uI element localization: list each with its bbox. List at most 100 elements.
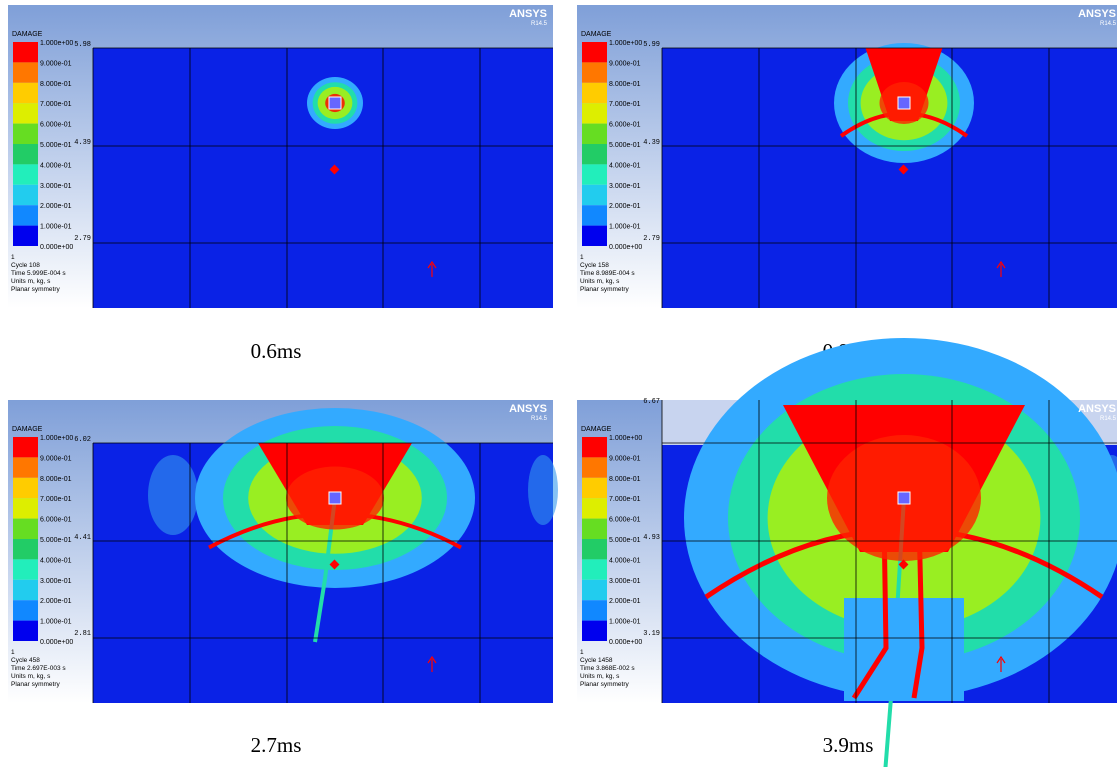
scale-label: 3.19 — [643, 630, 660, 638]
scale-label: 4.39 — [74, 139, 91, 147]
legend-swatch — [13, 185, 38, 205]
legend-swatch — [582, 457, 607, 477]
legend-label: 1.000e+00 — [40, 435, 73, 442]
legend-label: 6.000e-01 — [609, 122, 641, 129]
legend-swatch — [13, 144, 38, 164]
legend-label: 1.000e+00 — [609, 435, 642, 442]
legend-swatch — [13, 437, 38, 457]
version: R14.5 — [1100, 21, 1117, 27]
legend-swatch — [13, 42, 38, 62]
legend-label: 9.000e-01 — [40, 455, 72, 462]
legend-label: 3.000e-01 — [40, 183, 72, 190]
legend-label: 6.000e-01 — [609, 517, 641, 524]
info-line: Planar symmetry — [11, 681, 61, 688]
legend-swatch — [582, 83, 607, 103]
version: R14.5 — [1100, 416, 1117, 422]
info-line: Planar symmetry — [11, 286, 61, 293]
legend-swatch — [582, 103, 607, 123]
info-line: Units m, kg, s — [580, 278, 620, 285]
legend-label: 9.000e-01 — [609, 60, 641, 67]
info-line: 1 — [580, 254, 584, 261]
legend-label: 1.000e+00 — [40, 40, 73, 47]
legend-label: 8.000e-01 — [609, 476, 641, 483]
legend-swatch — [13, 62, 38, 82]
legend-label: 7.000e-01 — [40, 101, 72, 108]
legend-swatch — [582, 498, 607, 518]
legend-label: 6.000e-01 — [40, 122, 72, 129]
damage-pattern — [307, 77, 363, 129]
info-line: Planar symmetry — [580, 286, 630, 293]
panel: ANSYSR14.5DAMAGE1.000e+009.000e-018.000e… — [8, 400, 558, 703]
info-line: Units m, kg, s — [11, 673, 51, 680]
caption: 0.6ms — [251, 339, 302, 363]
legend-swatch — [582, 559, 607, 579]
legend-swatch — [13, 226, 38, 246]
legend-label: 7.000e-01 — [40, 496, 72, 503]
logo: ANSYS — [509, 403, 547, 415]
legend-swatch — [582, 164, 607, 184]
scale-label: 4.41 — [74, 534, 91, 542]
scale-label: 4.39 — [643, 139, 660, 147]
scale-label: 5.98 — [74, 41, 91, 49]
legend-label: 2.000e-01 — [40, 203, 72, 210]
legend-title: DAMAGE — [12, 31, 43, 38]
legend-label: 2.000e-01 — [40, 598, 72, 605]
info-line: Cycle 108 — [11, 262, 40, 269]
info-line: Units m, kg, s — [580, 673, 620, 680]
legend-label: 6.000e-01 — [40, 517, 72, 524]
panel: ANSYSR14.5DAMAGE1.000e+009.000e-018.000e… — [577, 338, 1117, 767]
legend-label: 4.000e-01 — [40, 162, 72, 169]
legend-label: 2.000e-01 — [609, 203, 641, 210]
info-line: 1 — [580, 649, 584, 656]
logo: ANSYS — [1078, 8, 1116, 20]
info-line: Time 2.697E-003 s — [11, 665, 66, 672]
caption: 3.9ms — [823, 733, 874, 757]
legend-swatch — [582, 62, 607, 82]
legend-swatch — [13, 124, 38, 144]
legend-label: 4.000e-01 — [40, 557, 72, 564]
legend-label: 1.000e-01 — [40, 619, 72, 626]
legend-label: 1.000e-01 — [609, 224, 641, 231]
info-line: 1 — [11, 649, 15, 656]
legend-label: 8.000e-01 — [40, 81, 72, 88]
charge — [329, 492, 341, 504]
figure: ANSYSR14.5DAMAGE1.000e+009.000e-018.000e… — [0, 0, 1117, 767]
legend-swatch — [582, 42, 607, 62]
legend-swatch — [13, 478, 38, 498]
legend-swatch — [13, 621, 38, 641]
legend-label: 8.000e-01 — [609, 81, 641, 88]
damage-pattern — [834, 43, 974, 163]
legend-label: 0.000e+00 — [40, 639, 73, 646]
legend-label: 0.000e+00 — [609, 639, 642, 646]
legend-label: 7.000e-01 — [609, 101, 641, 108]
scale-label: 6.67 — [643, 398, 660, 406]
legend-swatch — [582, 185, 607, 205]
legend-label: 4.000e-01 — [609, 162, 641, 169]
legend-swatch — [13, 539, 38, 559]
info-line: 1 — [11, 254, 15, 261]
legend-label: 3.000e-01 — [609, 183, 641, 190]
legend-swatch — [13, 498, 38, 518]
info-line: Time 8.989E-004 s — [580, 270, 635, 277]
legend-swatch — [13, 103, 38, 123]
legend-swatch — [582, 124, 607, 144]
info-line: Units m, kg, s — [11, 278, 51, 285]
legend-label: 4.000e-01 — [609, 557, 641, 564]
legend-swatch — [582, 600, 607, 620]
scale-label: 2.81 — [74, 630, 91, 638]
info-line: Cycle 458 — [11, 657, 40, 664]
legend-label: 5.000e-01 — [40, 142, 72, 149]
version: R14.5 — [531, 416, 548, 422]
damage-zone — [528, 455, 558, 525]
legend-swatch — [13, 164, 38, 184]
legend-swatch — [13, 580, 38, 600]
legend-label: 5.000e-01 — [40, 537, 72, 544]
legend-label: 7.000e-01 — [609, 496, 641, 503]
info-line: Time 3.868E-002 s — [580, 665, 635, 672]
panel: ANSYSR14.5DAMAGE1.000e+009.000e-018.000e… — [577, 5, 1117, 308]
charge — [898, 492, 910, 504]
version: R14.5 — [531, 21, 548, 27]
charge — [329, 97, 341, 109]
legend-swatch — [582, 580, 607, 600]
legend-label: 5.000e-01 — [609, 142, 641, 149]
